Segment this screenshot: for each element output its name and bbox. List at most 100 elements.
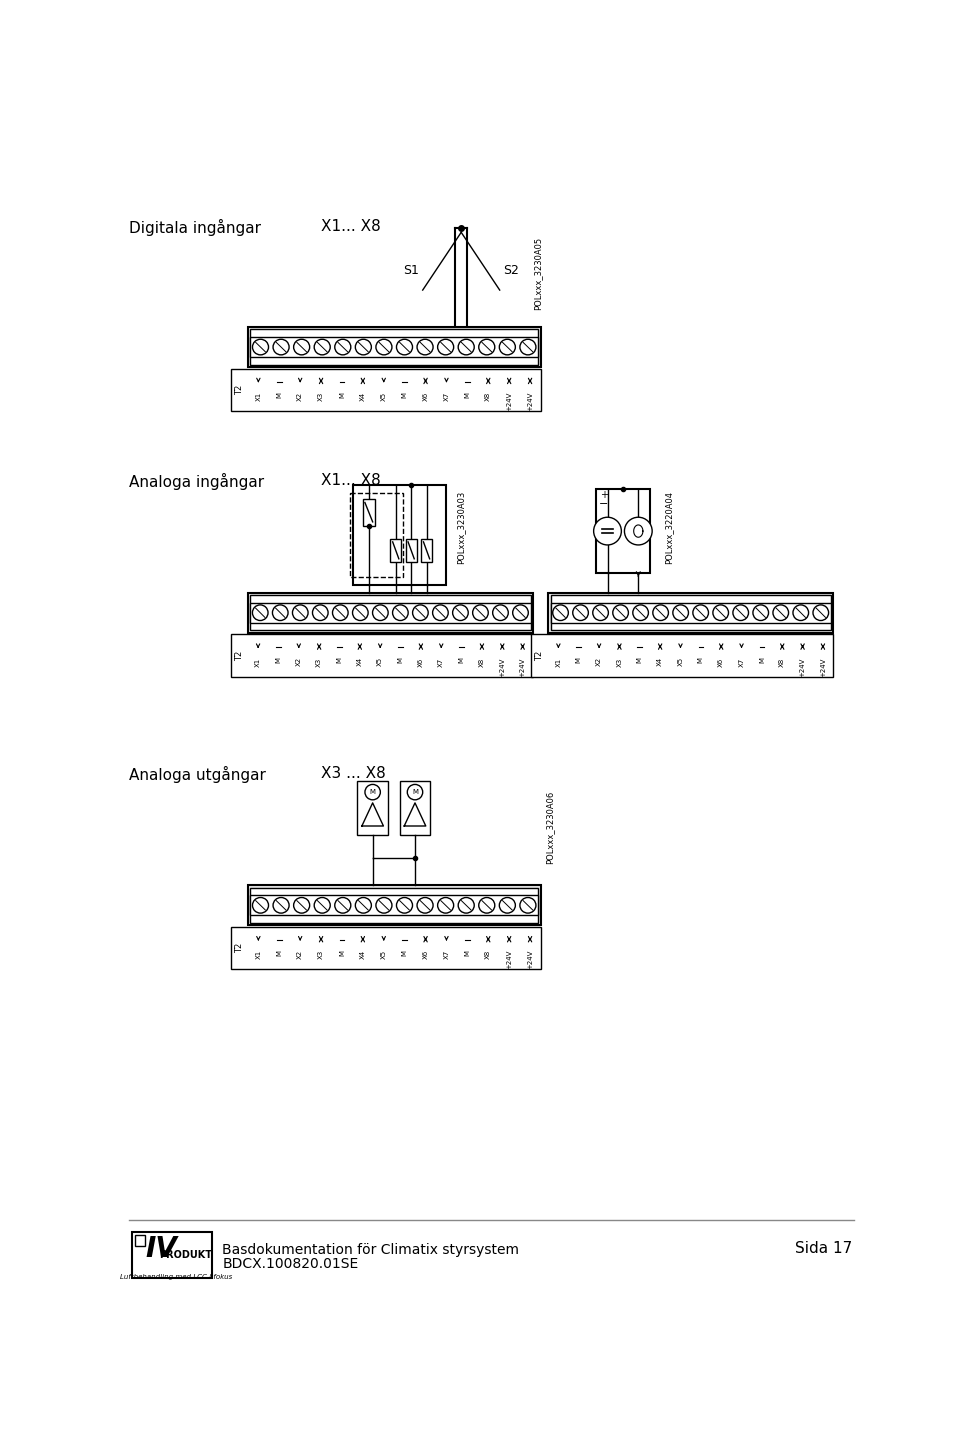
Ellipse shape [252,604,268,620]
Bar [231,634,533,676]
Ellipse shape [773,604,788,620]
Text: M: M [276,392,282,398]
Ellipse shape [438,339,454,355]
Text: Analoga ingångar: Analoga ingångar [129,473,264,490]
Bar [248,327,540,368]
Ellipse shape [393,604,408,620]
Text: Basdokumentation för Climatix styrsystem: Basdokumentation för Climatix styrsystem [223,1243,519,1257]
Text: POLxxx_3220A04: POLxxx_3220A04 [664,490,674,564]
Text: +24V: +24V [506,950,513,969]
Ellipse shape [376,897,392,913]
Bar [399,782,430,835]
Text: X4: X4 [360,950,366,959]
Ellipse shape [693,604,708,620]
Text: X3: X3 [318,392,324,401]
Text: M: M [465,392,470,398]
Ellipse shape [499,339,516,355]
Ellipse shape [732,604,749,620]
Ellipse shape [413,604,428,620]
Ellipse shape [273,339,289,355]
Ellipse shape [313,604,328,620]
Text: M: M [276,658,281,663]
Bar [421,539,432,562]
Text: X6: X6 [422,950,428,959]
Text: M: M [636,658,643,663]
Text: M: M [276,950,282,956]
Ellipse shape [417,339,433,355]
Text: X8: X8 [485,392,492,401]
Text: X3: X3 [316,658,323,666]
Bar [251,603,531,623]
Text: X8: X8 [485,950,492,959]
Text: S2: S2 [503,264,519,277]
Ellipse shape [335,897,350,913]
Ellipse shape [553,604,568,620]
Text: X7: X7 [444,950,449,959]
Ellipse shape [335,339,350,355]
Bar [349,493,403,577]
Bar [248,885,540,926]
Ellipse shape [396,897,413,913]
Text: Sida 17: Sida 17 [795,1242,852,1256]
Text: M: M [339,950,345,956]
Ellipse shape [612,604,629,620]
Text: +24V: +24V [820,658,826,676]
Bar [596,489,650,574]
Text: X4: X4 [658,658,663,666]
Ellipse shape [653,604,668,620]
Ellipse shape [753,604,769,620]
Text: IV: IV [145,1234,177,1263]
Ellipse shape [433,604,448,620]
Ellipse shape [458,339,474,355]
Ellipse shape [372,604,388,620]
Ellipse shape [417,897,433,913]
Text: M: M [339,392,345,398]
Text: +24V: +24V [527,950,533,969]
Ellipse shape [573,604,588,620]
Text: X8: X8 [780,658,785,666]
Bar [531,634,833,676]
Bar [363,499,375,526]
Circle shape [624,518,652,545]
Ellipse shape [813,604,828,620]
Bar [132,1231,212,1278]
Bar [391,539,401,562]
Text: X5: X5 [377,658,383,666]
Ellipse shape [314,339,330,355]
Text: X2: X2 [298,950,303,959]
Circle shape [593,518,621,545]
Text: M: M [759,658,765,663]
Ellipse shape [396,339,413,355]
Text: M: M [576,658,582,663]
Ellipse shape [513,604,528,620]
Ellipse shape [520,897,536,913]
Text: X2: X2 [298,392,303,401]
Text: M: M [459,658,465,663]
Text: +24V: +24V [506,392,513,411]
Ellipse shape [520,339,536,355]
Text: +24V: +24V [499,658,505,676]
Text: POLxxx_3230A05: POLxxx_3230A05 [534,236,542,310]
Bar [251,895,539,916]
Text: X2: X2 [596,658,602,666]
Text: X1: X1 [255,950,261,959]
Ellipse shape [472,604,489,620]
Bar [550,603,830,623]
Ellipse shape [294,897,310,913]
Text: X3: X3 [318,950,324,959]
Bar [353,485,445,585]
Text: M: M [397,658,403,663]
Ellipse shape [438,897,454,913]
Text: X1: X1 [255,658,261,666]
Text: +: + [600,490,608,500]
Text: +24V: +24V [527,392,533,411]
Text: M: M [698,658,704,663]
Circle shape [407,784,422,800]
Text: +24V: +24V [800,658,805,676]
Ellipse shape [273,604,288,620]
Ellipse shape [499,897,516,913]
Ellipse shape [273,897,289,913]
Text: T2: T2 [235,385,244,395]
Bar [357,782,388,835]
Text: X6: X6 [418,658,424,666]
